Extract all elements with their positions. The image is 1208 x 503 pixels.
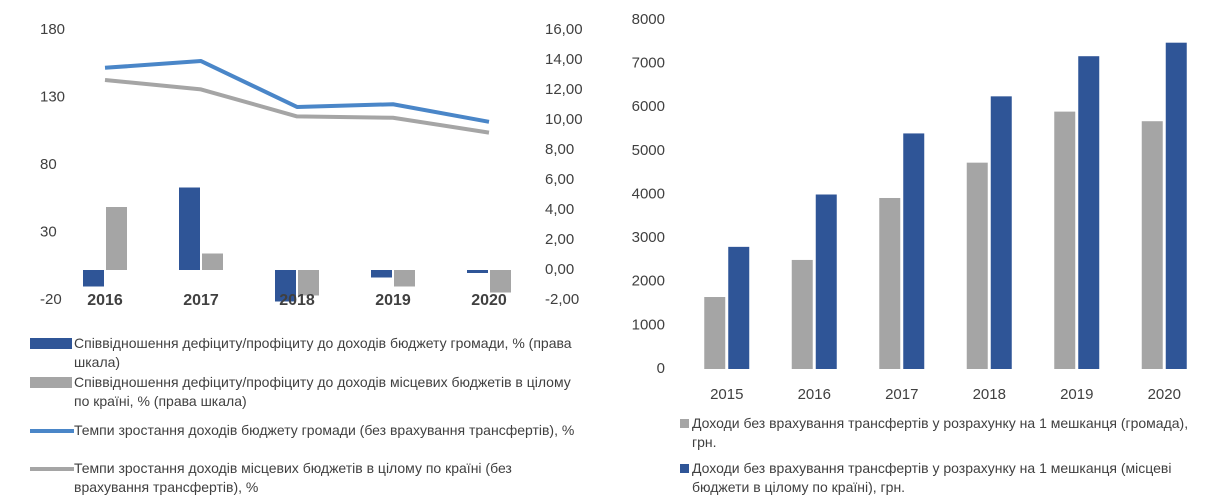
bar (815, 194, 837, 369)
x-tick-label: 2019 (375, 292, 411, 309)
x-tick-label: 2017 (183, 292, 219, 309)
y-tick-label: -20 (40, 291, 62, 308)
bar (704, 297, 726, 369)
bar (179, 187, 200, 270)
legend-swatch (30, 377, 72, 388)
bar (879, 197, 901, 369)
x-tick-label: 2020 (471, 292, 507, 309)
y-tick-label: 0 (657, 360, 665, 377)
x-tick-label: 2017 (885, 386, 918, 403)
y-tick-label: 1000 (632, 316, 665, 333)
legend-label: Темпи зростання доходів місцевих бюджеті… (74, 460, 512, 495)
legend-entry: Темпи зростання доходів бюджету громади … (30, 421, 584, 440)
bar (106, 207, 127, 270)
y-tick-label: 5000 (632, 142, 665, 159)
legend-label: Темпи зростання доходів бюджету громади … (74, 422, 575, 438)
x-tick-label: 2016 (87, 292, 123, 309)
bar (791, 259, 813, 369)
bar (275, 270, 296, 302)
y2-tick-label: 2,00 (545, 231, 574, 248)
bar (202, 253, 223, 270)
legend-swatch (680, 419, 689, 428)
bar (467, 270, 488, 273)
y2-tick-label: 14,00 (545, 51, 583, 68)
y-tick-label: 2000 (632, 273, 665, 290)
bar (1141, 121, 1163, 370)
y2-tick-label: 10,00 (545, 111, 583, 128)
y-tick-label: 30 (40, 223, 57, 240)
legend-label: Співвідношення дефіциту/профіциту до дох… (74, 335, 572, 370)
x-tick-label: 2016 (798, 386, 831, 403)
y2-tick-label: -2,00 (545, 291, 579, 308)
y2-tick-label: 6,00 (545, 171, 574, 188)
bar (728, 246, 750, 369)
y2-tick-label: 12,00 (545, 81, 583, 98)
x-tick-label: 2018 (973, 386, 1006, 403)
bar (990, 96, 1012, 369)
bar (966, 162, 988, 369)
bar (371, 270, 392, 278)
bar (298, 270, 319, 296)
legend-entry: Співвідношення дефіциту/профіциту до дох… (30, 334, 584, 372)
y-tick-label: 180 (40, 21, 65, 38)
legend-swatch (30, 467, 74, 471)
line (104, 77, 490, 135)
y-tick-label: 8000 (632, 11, 665, 28)
y-tick-label: 6000 (632, 98, 665, 115)
legend-entry: Доходи без врахування трансфертів у розр… (680, 414, 1202, 452)
line (104, 59, 490, 124)
x-tick-label: 2018 (279, 292, 315, 309)
y-tick-label: 4000 (632, 185, 665, 202)
bar (903, 133, 925, 369)
bar (1054, 111, 1076, 370)
y2-tick-label: 16,00 (545, 21, 583, 38)
y2-tick-label: 0,00 (545, 261, 574, 278)
bar (394, 270, 415, 287)
legend-swatch (680, 464, 689, 473)
y-tick-label: 130 (40, 88, 65, 105)
bar (1078, 56, 1100, 370)
legend-label: Доходи без врахування трансфертів у розр… (692, 415, 1189, 450)
bar (490, 270, 511, 293)
x-tick-label: 2015 (710, 386, 743, 403)
y-tick-label: 3000 (632, 229, 665, 246)
bar (1165, 42, 1187, 370)
legend-entry: Співвідношення дефіциту/профіциту до дох… (30, 373, 584, 411)
bar (83, 270, 104, 287)
y-tick-label: 80 (40, 156, 57, 173)
legend-swatch (30, 338, 72, 349)
legend-entry: Доходи без врахування трансфертів у розр… (680, 459, 1202, 497)
y-tick-label: 7000 (632, 55, 665, 72)
x-tick-label: 2019 (1060, 386, 1093, 403)
legend-entry: Темпи зростання доходів місцевих бюджеті… (30, 459, 584, 497)
legend-swatch (30, 429, 74, 433)
y2-tick-label: 4,00 (545, 201, 574, 218)
legend-label: Доходи без врахування трансфертів у розр… (692, 460, 1172, 495)
y2-tick-label: 8,00 (545, 141, 574, 158)
legend-label: Співвідношення дефіциту/профіциту до дох… (74, 374, 571, 409)
x-tick-label: 2020 (1148, 386, 1181, 403)
